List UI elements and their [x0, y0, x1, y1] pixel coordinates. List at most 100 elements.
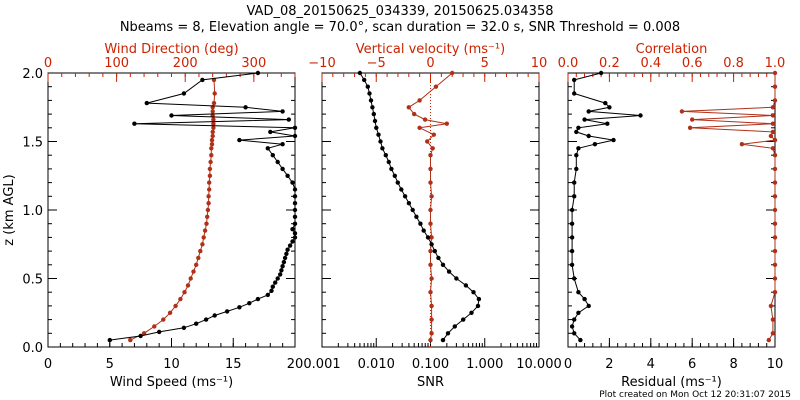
- data-point: [574, 166, 579, 172]
- data-point: [417, 125, 422, 130]
- data-point: [772, 70, 778, 76]
- data-point: [461, 317, 466, 322]
- data-point: [436, 255, 441, 261]
- series-line: [109, 72, 296, 341]
- bottom-tick-label: 10.000: [516, 357, 562, 372]
- data-point: [107, 337, 113, 343]
- series-top-axis: [406, 70, 455, 343]
- data-point: [429, 242, 434, 247]
- data-point: [605, 121, 610, 126]
- data-point: [431, 132, 436, 137]
- data-point: [205, 207, 211, 213]
- data-point: [141, 331, 147, 336]
- data-point: [383, 153, 388, 158]
- data-point: [211, 125, 216, 130]
- data-point: [284, 251, 289, 256]
- data-point: [410, 207, 415, 213]
- data-point: [429, 303, 434, 309]
- data-point: [280, 264, 285, 269]
- top-tick-label: 200: [173, 56, 198, 71]
- series-line: [681, 73, 777, 341]
- top-tick-label: 100: [104, 56, 129, 71]
- data-point: [582, 296, 587, 302]
- data-point: [370, 105, 375, 110]
- top-tick-label: 300: [241, 56, 266, 71]
- data-point: [167, 310, 173, 315]
- data-point: [574, 153, 579, 158]
- data-point: [406, 105, 411, 110]
- bottom-tick-label: 6: [688, 357, 696, 372]
- data-point: [679, 109, 685, 114]
- data-point: [428, 290, 433, 295]
- data-point: [292, 125, 298, 130]
- data-point: [572, 276, 577, 281]
- data-point: [275, 276, 280, 281]
- data-point: [425, 235, 431, 240]
- series-bottom-axis: [357, 70, 482, 343]
- bottom-tick-label: 2: [605, 357, 613, 372]
- data-point: [290, 239, 295, 244]
- data-point: [569, 262, 575, 267]
- data-point: [772, 153, 778, 158]
- data-point: [265, 146, 270, 151]
- data-point: [422, 117, 428, 122]
- data-point: [607, 105, 612, 110]
- data-point: [270, 284, 275, 289]
- data-point: [138, 333, 143, 339]
- data-point: [429, 276, 434, 281]
- data-point: [206, 194, 211, 199]
- data-point: [204, 221, 209, 226]
- data-point: [770, 331, 776, 336]
- data-point: [275, 159, 280, 165]
- top-tick-label: 0.6: [682, 56, 703, 71]
- top-tick-label: 0.0: [558, 56, 579, 71]
- data-point: [417, 98, 422, 103]
- bottom-axis-label: Residual (ms⁻¹): [621, 375, 722, 390]
- data-point: [429, 331, 434, 336]
- data-point: [392, 173, 397, 178]
- data-point: [429, 317, 434, 322]
- data-point: [576, 146, 581, 151]
- top-tick-label: −10: [308, 56, 335, 71]
- data-point: [687, 125, 693, 130]
- data-point: [428, 248, 433, 254]
- data-point: [237, 137, 242, 143]
- data-point: [428, 153, 433, 158]
- data-point: [281, 259, 287, 265]
- data-point: [412, 111, 417, 117]
- top-tick-label: 5: [481, 56, 489, 71]
- data-point: [572, 194, 577, 199]
- data-point: [292, 221, 298, 226]
- data-point: [569, 235, 575, 240]
- data-point: [201, 235, 206, 240]
- data-point: [255, 296, 261, 302]
- bottom-tick-label: 20: [287, 357, 304, 372]
- data-point: [406, 201, 412, 206]
- data-point: [445, 331, 451, 336]
- data-point: [586, 133, 591, 139]
- data-point: [270, 153, 275, 158]
- data-point: [198, 248, 203, 254]
- data-point: [237, 305, 242, 310]
- data-point: [285, 247, 290, 252]
- data-point: [211, 117, 216, 122]
- data-point: [203, 317, 209, 322]
- data-point: [766, 337, 771, 343]
- data-point: [278, 272, 283, 277]
- bottom-axis-label: Wind Speed (ms⁻¹): [110, 375, 233, 390]
- figure-subtitle: Nbeams = 8, Elevation angle = 70.0°, sca…: [120, 20, 680, 35]
- data-point: [208, 159, 213, 165]
- data-point: [191, 269, 196, 274]
- data-point: [576, 310, 581, 315]
- series-top-axis: [128, 77, 217, 343]
- y-axis-label: z (km AGL): [2, 174, 17, 245]
- data-point: [194, 262, 199, 267]
- data-point: [371, 111, 376, 117]
- bottom-tick-label: 0: [44, 357, 52, 372]
- data-point: [428, 207, 433, 213]
- data-point: [144, 100, 149, 106]
- data-point: [367, 91, 372, 96]
- data-point: [282, 255, 288, 261]
- top-axis-label: Wind Direction (deg): [104, 42, 238, 57]
